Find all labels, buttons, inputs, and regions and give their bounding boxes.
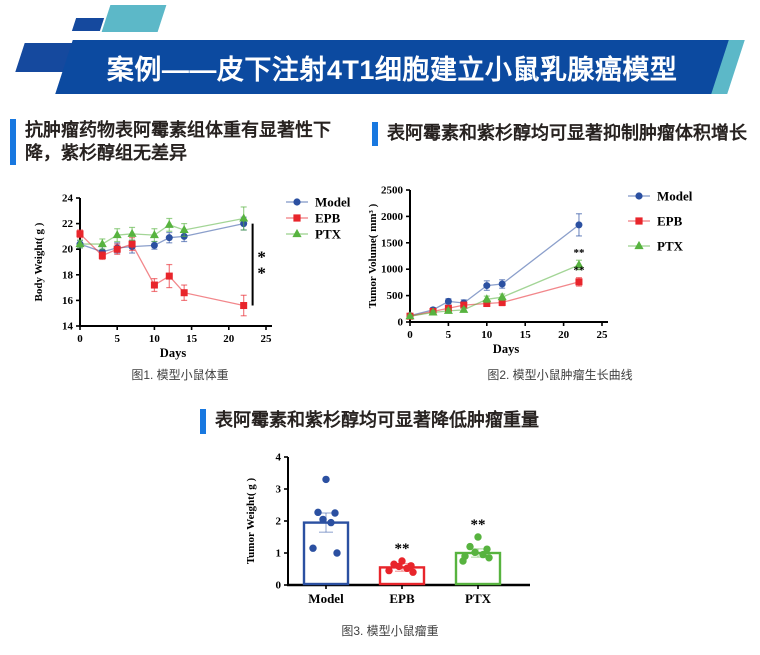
svg-text:EPB: EPB: [389, 591, 415, 606]
svg-text:15: 15: [520, 329, 532, 341]
svg-text:20: 20: [558, 329, 570, 341]
svg-text:5: 5: [114, 333, 120, 345]
page-title: 案例——皮下注射4T1细胞建立小鼠乳腺癌模型: [106, 54, 678, 85]
svg-text:15: 15: [186, 333, 198, 345]
section-title-tumor-volume: 表阿霉素和紫杉醇均可显著抑制肿瘤体积增长: [387, 123, 747, 143]
svg-text:0: 0: [276, 580, 282, 592]
svg-text:0: 0: [398, 317, 404, 329]
svg-text:500: 500: [387, 290, 404, 302]
svg-text:24: 24: [62, 193, 74, 205]
deco-parallelogram-small-blue: [71, 18, 105, 31]
section-left: 抗肿瘤药物表阿霉素组体重有显著性下降，紫杉醇组无差异: [10, 119, 346, 166]
svg-text:1: 1: [276, 548, 282, 560]
svg-text:**: **: [471, 517, 486, 533]
svg-text:*: *: [257, 248, 266, 267]
body-weight-chart: 0 5 10 15 20 25 14 16 18 20 22 24 Days Body Weight( g…: [33, 193, 351, 361]
svg-text:16: 16: [62, 295, 74, 307]
caption-fig2: 图2. 模型小鼠肿瘤生长曲线: [487, 368, 633, 382]
section-right: 表阿霉素和紫杉醇均可显著抑制肿瘤体积增长: [372, 122, 756, 146]
svg-text:Tumor Weight( g ): Tumor Weight( g ): [245, 478, 257, 565]
svg-text:EPB: EPB: [657, 214, 683, 229]
svg-text:5: 5: [446, 329, 452, 341]
svg-text:PTX: PTX: [315, 227, 342, 242]
svg-text:1500: 1500: [381, 237, 404, 249]
header-banner: 案例——皮下注射4T1细胞建立小鼠乳腺癌模型: [55, 40, 729, 94]
svg-text:Days: Days: [493, 342, 520, 356]
svg-text:Body Weight( g ): Body Weight( g ): [33, 222, 45, 301]
svg-text:10: 10: [149, 333, 161, 345]
tumor-weight-chart: 0 1 2 3 4 Tumor Weight( g ) Model EPB ** PTX **: [245, 452, 530, 606]
svg-text:1000: 1000: [381, 264, 404, 276]
svg-text:2500: 2500: [381, 185, 404, 197]
section-title-body-weight: 抗肿瘤药物表阿霉素组体重有显著性下降，紫杉醇组无差异: [25, 120, 331, 164]
caption-fig1: 图1. 模型小鼠体重: [131, 368, 229, 382]
accent-bar-bottom: [200, 409, 206, 434]
tumor-volume-chart: 0 5 10 15 20 25 0 500 1000 1500 2000 2500 Days Tumor …: [367, 185, 693, 357]
svg-text:0: 0: [77, 333, 83, 345]
accent-bar-right: [372, 122, 378, 146]
svg-text:22: 22: [62, 218, 74, 230]
svg-text:**: **: [573, 265, 585, 277]
svg-text:**: **: [573, 247, 585, 259]
svg-text:25: 25: [261, 333, 273, 345]
svg-text:2000: 2000: [381, 211, 404, 223]
svg-text:4: 4: [276, 452, 282, 464]
svg-text:Days: Days: [160, 346, 187, 360]
section-bottom: 表阿霉素和紫杉醇均可显著降低肿瘤重量: [200, 409, 539, 434]
svg-text:PTX: PTX: [465, 591, 492, 606]
svg-text:2: 2: [276, 516, 282, 528]
deco-parallelogram-teal: [101, 5, 167, 32]
svg-text:25: 25: [597, 329, 609, 341]
svg-text:0: 0: [407, 329, 413, 341]
svg-text:Model: Model: [308, 591, 344, 606]
svg-text:10: 10: [481, 329, 493, 341]
accent-bar-left: [10, 119, 16, 166]
caption-fig3: 图3. 模型小鼠瘤重: [341, 624, 439, 638]
svg-text:18: 18: [62, 269, 74, 281]
svg-text:14: 14: [62, 321, 74, 333]
svg-text:EPB: EPB: [315, 211, 341, 226]
section-title-tumor-weight: 表阿霉素和紫杉醇均可显著降低肿瘤重量: [215, 410, 539, 430]
svg-text:20: 20: [223, 333, 235, 345]
svg-text:PTX: PTX: [657, 239, 684, 254]
svg-text:Model: Model: [315, 195, 351, 210]
svg-text:**: **: [395, 541, 410, 557]
svg-text:Tumor Volume( mm³ ): Tumor Volume( mm³ ): [367, 203, 379, 308]
svg-text:20: 20: [62, 244, 74, 256]
svg-text:Model: Model: [657, 189, 693, 204]
svg-text:*: *: [257, 264, 266, 283]
svg-text:3: 3: [276, 484, 282, 496]
